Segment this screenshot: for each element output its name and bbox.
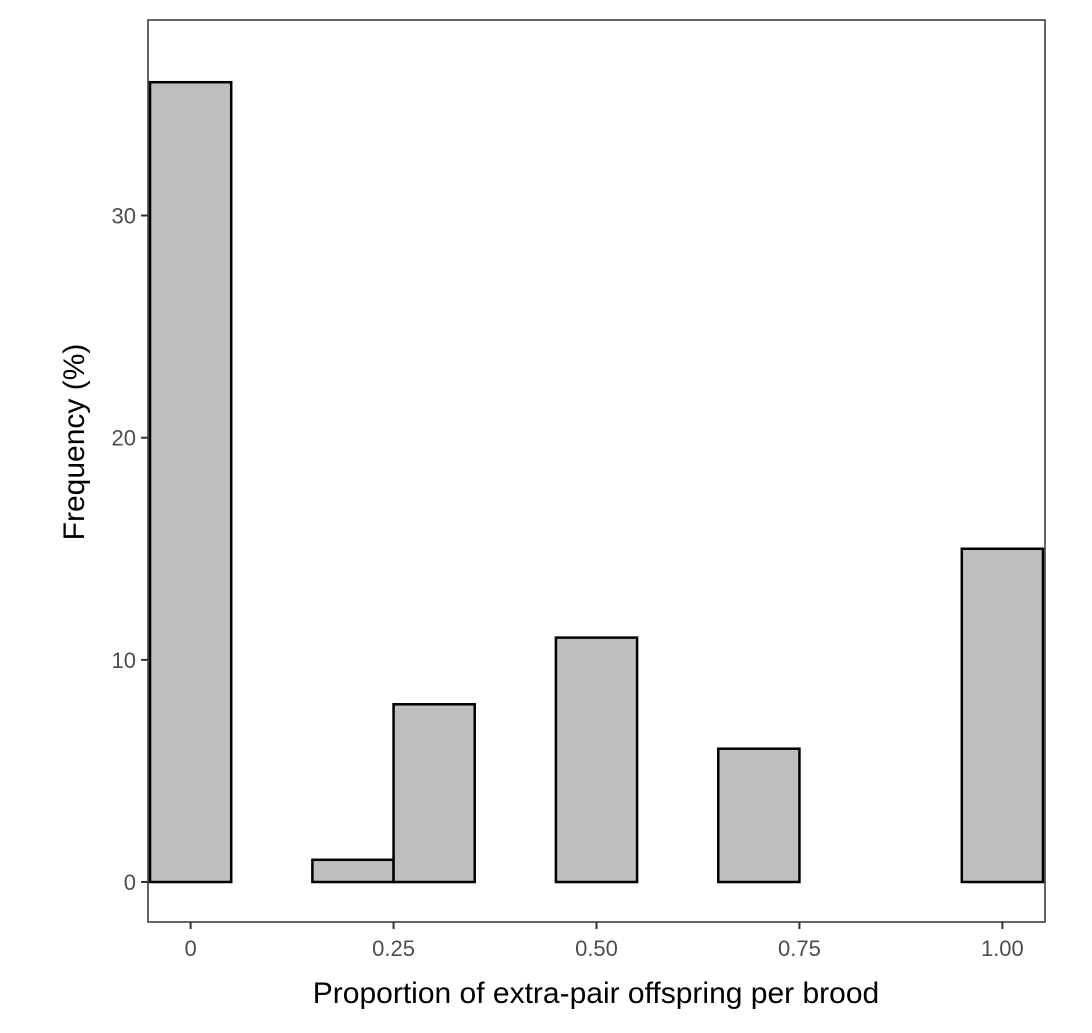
x-tick-label: 0.50 — [575, 936, 618, 961]
bars-layer — [148, 80, 1045, 884]
histogram-bar — [554, 636, 639, 884]
y-axis: 0 10 20 30 — [112, 204, 148, 895]
y-tick-label: 10 — [112, 648, 136, 673]
histogram-bar — [717, 747, 801, 884]
histogram-bar — [311, 858, 395, 884]
histogram-bar — [148, 80, 233, 884]
y-axis-title: Frequency (%) — [58, 344, 91, 541]
x-axis: 0 0.25 0.50 0.75 1.00 — [184, 922, 1024, 961]
x-tick-label: 0 — [184, 936, 196, 961]
x-tick-label: 1.00 — [981, 936, 1024, 961]
y-tick-label: 30 — [112, 204, 136, 229]
x-tick-label: 0.75 — [778, 936, 821, 961]
y-tick-label: 0 — [124, 870, 136, 895]
x-tick-label: 0.25 — [372, 936, 415, 961]
y-tick-label: 20 — [112, 426, 136, 451]
x-axis-title: Proportion of extra-pair offspring per b… — [313, 977, 879, 1010]
histogram-bar — [960, 547, 1045, 884]
histogram-bar — [392, 703, 476, 884]
